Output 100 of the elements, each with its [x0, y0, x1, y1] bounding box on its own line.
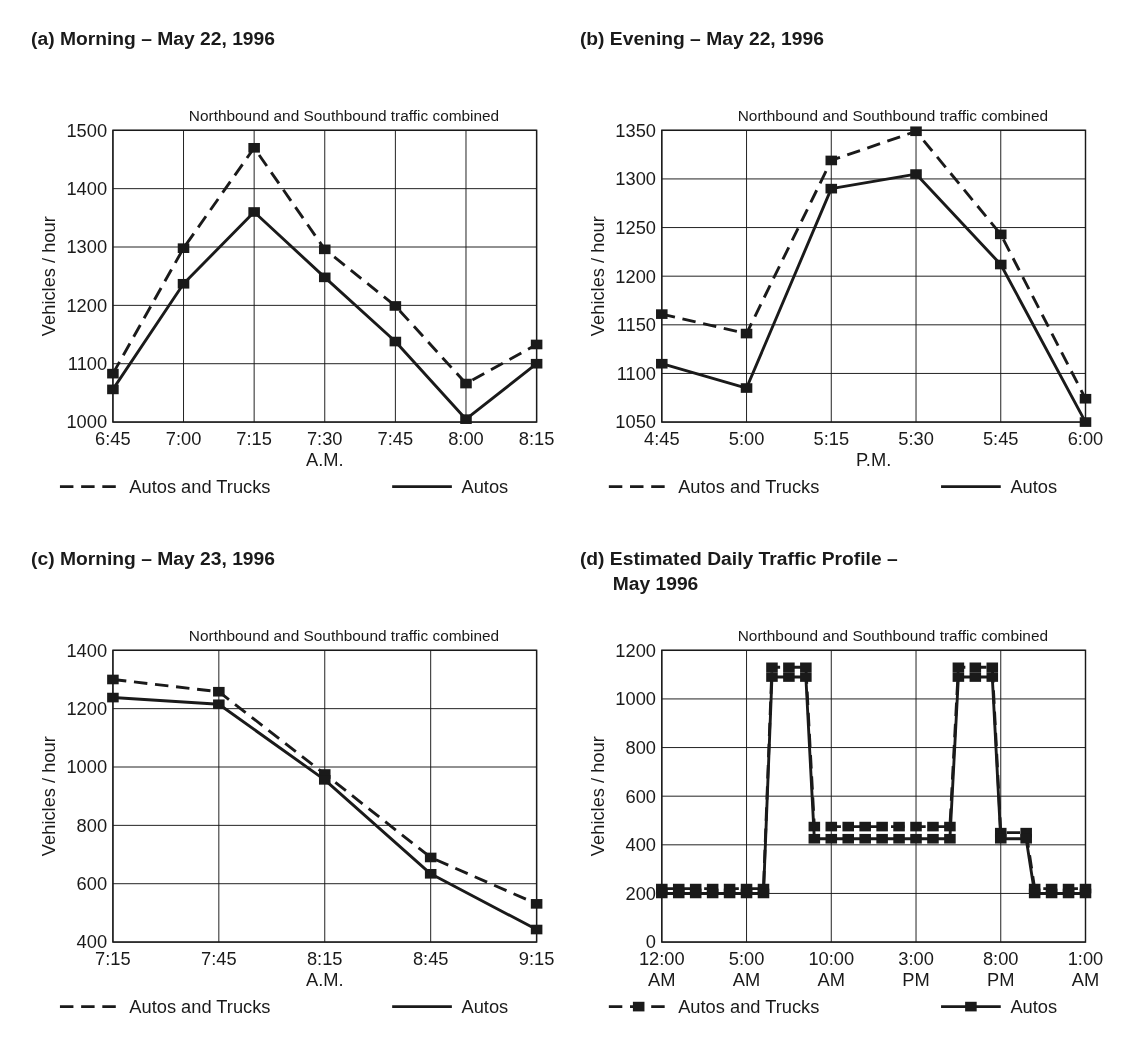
y-axis-title: Vehicles / hour [38, 216, 60, 337]
point [766, 662, 778, 673]
point [530, 899, 543, 909]
point [893, 821, 905, 832]
x-tick-label: 7:30 [306, 428, 343, 450]
point [107, 368, 119, 379]
x-axis-title: A.M. [305, 969, 344, 991]
x-tick-label: 6:00 [1067, 428, 1104, 450]
x-tick-label: 9:15 [518, 948, 555, 970]
point [107, 674, 119, 685]
point [986, 672, 999, 682]
legend-label: Autos [1010, 476, 1058, 497]
x-tick-label: 8:15 [518, 428, 555, 450]
x-tick-label: 5:15 [813, 428, 850, 450]
point [800, 672, 812, 682]
y-tick-label: 1300 [615, 168, 657, 190]
point [876, 833, 888, 844]
y-tick-label: 600 [76, 873, 108, 895]
y-tick-label: 1200 [66, 294, 108, 316]
point [910, 833, 922, 844]
x-tick-label: 8:15 [306, 948, 343, 970]
chart-title: (b) Evening – May 22, 1996 [579, 27, 825, 49]
point [910, 821, 922, 832]
y-tick-label: 1500 [66, 119, 108, 141]
y-tick-label: 1300 [66, 236, 108, 258]
x-tick-label: 7:00 [165, 428, 202, 450]
x-tick-label: 3:00 PM [898, 948, 934, 991]
x-tick-label: 7:45 [201, 948, 237, 970]
x-tick-label: 1:00 AM [1067, 948, 1104, 991]
y-axis-title: Vehicles / hour [587, 216, 609, 337]
point [994, 229, 1007, 240]
point [783, 662, 795, 673]
point [1020, 833, 1032, 844]
x-tick-label: 7:45 [377, 428, 414, 450]
y-tick-label: 1100 [616, 362, 657, 384]
point [318, 775, 331, 785]
y-tick-label: 800 [76, 814, 108, 836]
point [859, 821, 871, 832]
point [783, 672, 795, 682]
y-tick-label: 1000 [66, 756, 108, 778]
legend-label: Autos [461, 996, 509, 1017]
point [842, 821, 854, 832]
y-axis-title: Vehicles / hour [587, 736, 609, 857]
y-tick-label: 1000 [615, 688, 657, 710]
point [460, 378, 472, 389]
y-tick-label: 1200 [66, 698, 108, 720]
y-tick-label: 1350 [615, 119, 657, 141]
point [944, 833, 956, 844]
point [248, 142, 260, 153]
point [177, 278, 190, 289]
y-axis-title: Vehicles / hour [38, 736, 60, 857]
point [1079, 393, 1092, 404]
y-tick-label: 1250 [615, 216, 657, 238]
point [859, 833, 871, 844]
y-tick-label: 1150 [616, 314, 657, 336]
chart-subtitle: Northbound and Southbound traffic combined [737, 626, 1049, 644]
legend-label: Autos and Trucks [129, 476, 271, 497]
point [318, 244, 331, 255]
legend-label: Autos and Trucks [678, 996, 820, 1017]
point [994, 259, 1007, 270]
point [656, 358, 668, 369]
point [248, 207, 260, 217]
chart-title: (d) Estimated Daily Traffic Profile – May 1996 [579, 547, 898, 594]
y-tick-label: 1400 [66, 639, 108, 661]
point [656, 309, 668, 319]
point [910, 169, 922, 179]
point [876, 821, 888, 832]
y-tick-label: 1400 [66, 178, 108, 200]
x-tick-label: 5:00 AM [728, 948, 765, 991]
y-tick-label: 200 [625, 882, 657, 904]
point [766, 672, 778, 682]
y-tick-label: 600 [625, 785, 657, 807]
x-axis-title: A.M. [305, 449, 344, 471]
point [893, 833, 905, 844]
point [107, 384, 119, 395]
point [213, 699, 225, 710]
legend-label: Autos and Trucks [678, 476, 820, 497]
point [460, 414, 472, 424]
x-tick-label: 8:45 [412, 948, 449, 970]
legend-label: Autos [1010, 996, 1058, 1017]
y-tick-label: 1200 [615, 265, 657, 287]
chart-subtitle: Northbound and Southbound traffic combined [188, 106, 500, 124]
x-tick-label: 8:00 [448, 428, 484, 450]
point [107, 692, 119, 703]
point [1079, 417, 1092, 427]
y-tick-label: 800 [625, 736, 657, 758]
point [177, 243, 190, 253]
point [389, 301, 402, 311]
point [825, 833, 838, 844]
point [910, 126, 922, 137]
point [842, 833, 854, 844]
x-axis-title: P.M. [856, 449, 892, 471]
y-tick-label: 400 [625, 834, 657, 856]
point [740, 383, 753, 393]
x-tick-label: 8:00 PM [982, 948, 1019, 991]
point [927, 833, 939, 844]
chart-subtitle: Northbound and Southbound traffic combined [737, 106, 1049, 124]
point [318, 272, 331, 283]
point [927, 821, 939, 832]
chart-subtitle: Northbound and Southbound traffic combined [188, 626, 500, 644]
